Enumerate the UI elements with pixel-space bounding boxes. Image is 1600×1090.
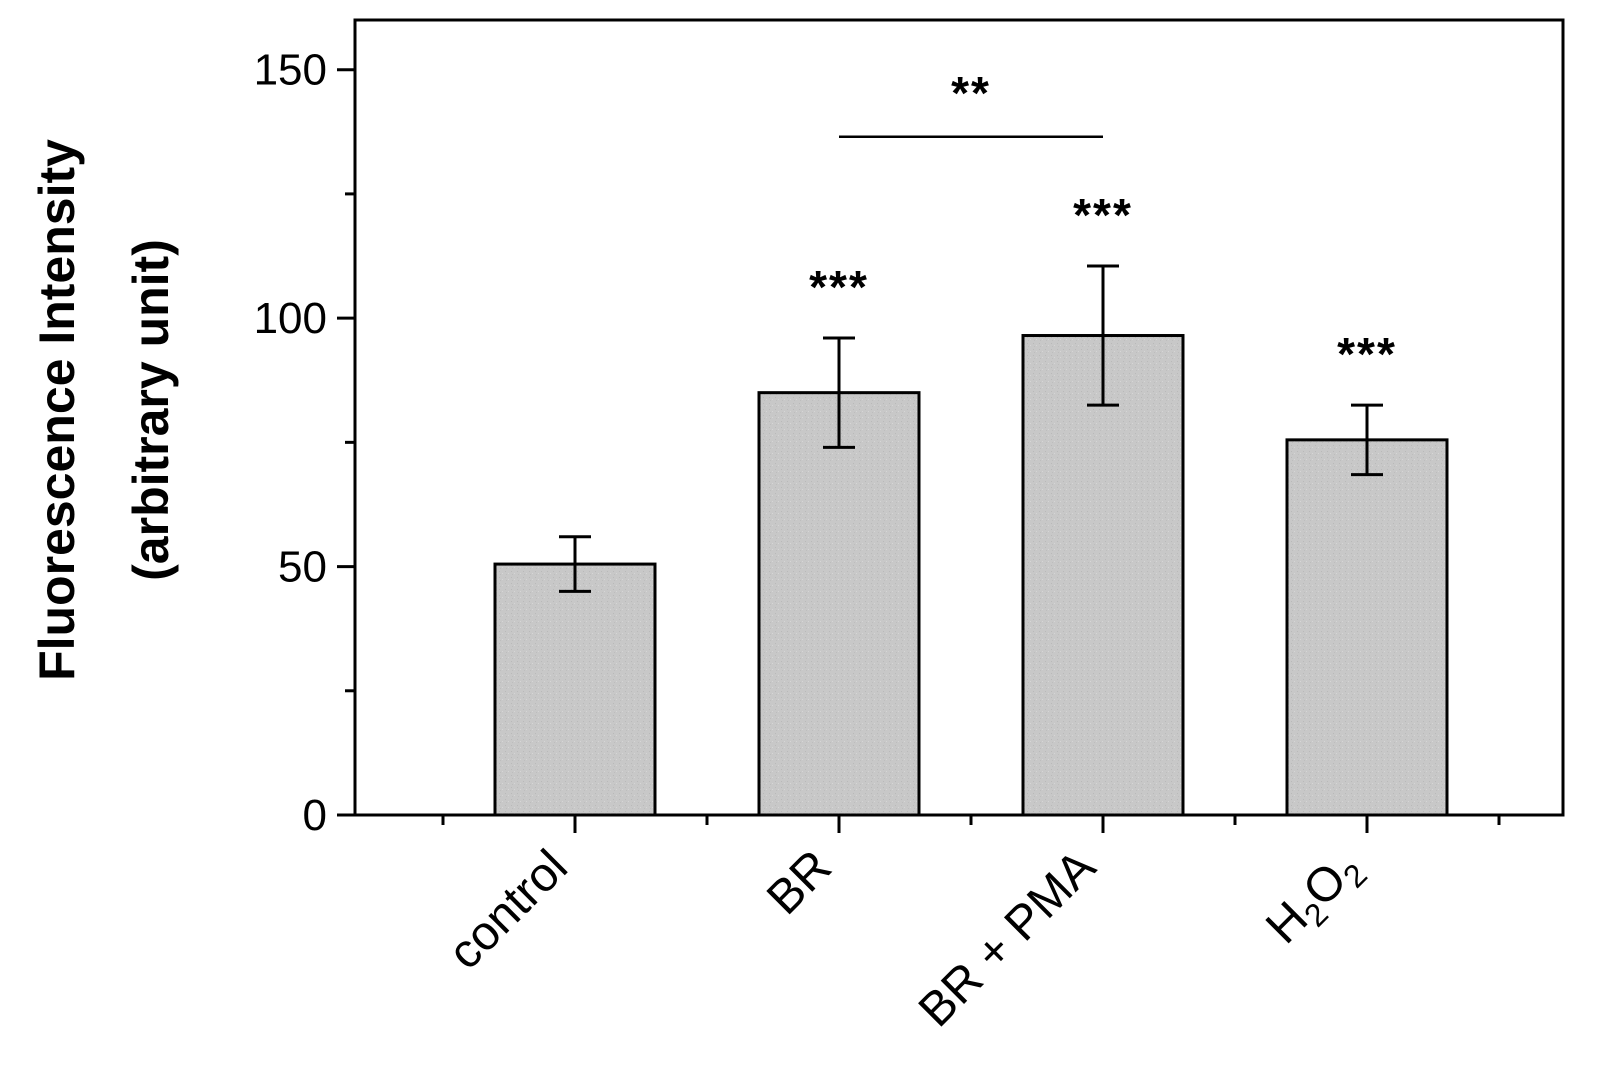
x-category-label-3: H2O2 <box>1256 840 1374 958</box>
bracket-significance-label: ** <box>951 67 991 119</box>
y-tick-label-100: 100 <box>254 294 327 343</box>
bar-0 <box>493 562 657 817</box>
x-category-label-1: BR <box>757 840 842 925</box>
y-tick-label-150: 150 <box>254 46 327 95</box>
x-category-label-0: control <box>438 840 577 979</box>
axis-layer <box>337 68 1501 833</box>
significance-label-3: *** <box>1337 328 1397 380</box>
y-tick-label-0: 0 <box>303 791 327 840</box>
bar-3 <box>1285 438 1449 817</box>
x-category-label-2: BR + PMA <box>909 840 1106 1037</box>
significance-label-2: *** <box>1073 189 1133 241</box>
error-bars-layer <box>559 264 1383 593</box>
y-tick-label-50: 50 <box>278 543 327 592</box>
y-axis-subtitle: (arbitrary unit) <box>123 239 179 581</box>
plot-frame <box>353 18 1565 817</box>
bars-layer <box>493 334 1449 817</box>
significance-label-1: *** <box>809 261 869 313</box>
y-axis-title: Fluorescence Intensity <box>29 139 85 681</box>
bar-2 <box>1021 334 1185 817</box>
bar-1 <box>757 391 921 817</box>
